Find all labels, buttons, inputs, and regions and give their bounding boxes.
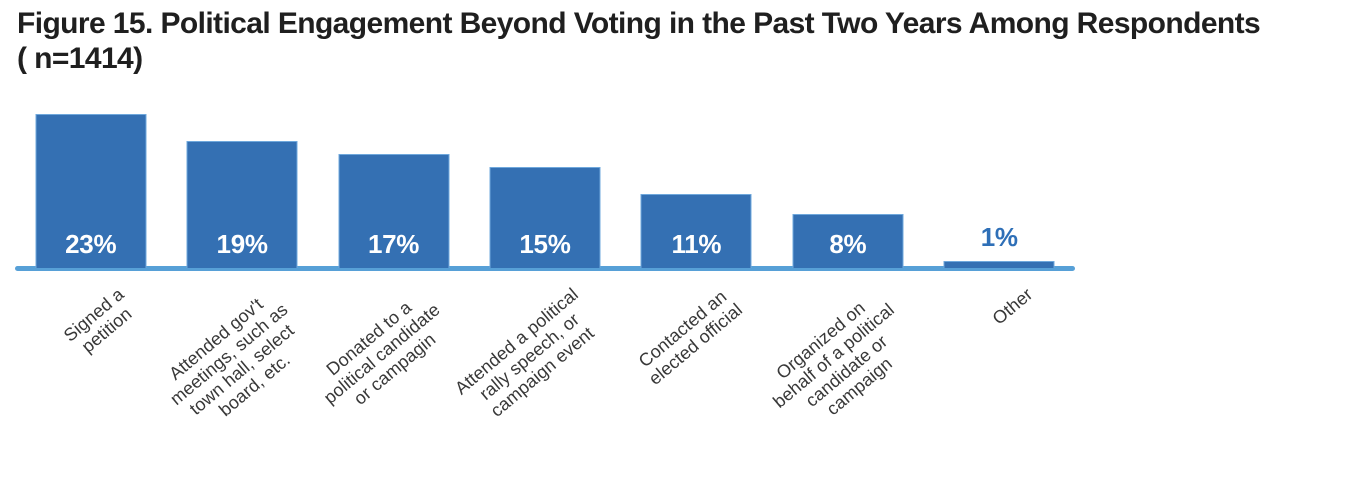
- bar-value-label: 1%: [980, 222, 1018, 252]
- x-tick-label: Organized on behalf of a political candida…: [756, 284, 923, 442]
- bar-cell: 19% Attended gov't meetings, such as town h…: [166, 0, 317, 420]
- bar: [943, 261, 1055, 268]
- x-tick-label: Contacted an elected official: [632, 284, 746, 389]
- bar-cell: 15% Attended a political rally speech, or c…: [451, 0, 620, 421]
- bar-value-label: 23%: [65, 229, 117, 259]
- x-tick-label: Signed a petition: [60, 284, 141, 361]
- bar-value-label: 17%: [367, 229, 420, 259]
- bar-value-label: 11%: [671, 229, 722, 259]
- bar-cell: 17% Donated to a political candidate or cam…: [318, 0, 469, 409]
- bar-cell: 11% Contacted an elected official: [621, 0, 772, 389]
- bar-value-label: 15%: [519, 229, 571, 259]
- bar: 15%: [489, 167, 601, 268]
- x-tick-label: Attended a political rally speech, or camp…: [451, 284, 608, 429]
- bar-chart-plot-area: 23% Signed a petition 19% Attended gov't meet…: [15, 0, 1075, 488]
- bar-cell: 8% Organized on behalf of a political candi…: [769, 0, 923, 419]
- x-tick-label-line: Other: [988, 284, 1037, 329]
- bar: 19%: [186, 141, 298, 268]
- bar-value-label: 8%: [829, 229, 867, 259]
- bar: 8%: [792, 214, 904, 268]
- bar: 17%: [338, 154, 450, 268]
- x-tick-label: Donated to a political candidate or campag…: [306, 284, 456, 423]
- bar-value-label: 19%: [216, 229, 268, 259]
- bar-cell: 1% Other: [924, 0, 1075, 329]
- x-tick-label: Attended gov't meetings, such as town hall…: [154, 284, 318, 440]
- bar: 23%: [35, 114, 147, 268]
- x-tick-label: Other: [988, 284, 1036, 329]
- figure-title: Figure 15. Political Engagement Beyond V…: [17, 7, 1261, 75]
- x-axis-line: [15, 266, 1075, 271]
- bar: 11%: [640, 194, 752, 268]
- bar-cell: 23% Signed a petition: [15, 0, 166, 357]
- bar-series: 23% Signed a petition 19% Attended gov't meet…: [15, 0, 1075, 421]
